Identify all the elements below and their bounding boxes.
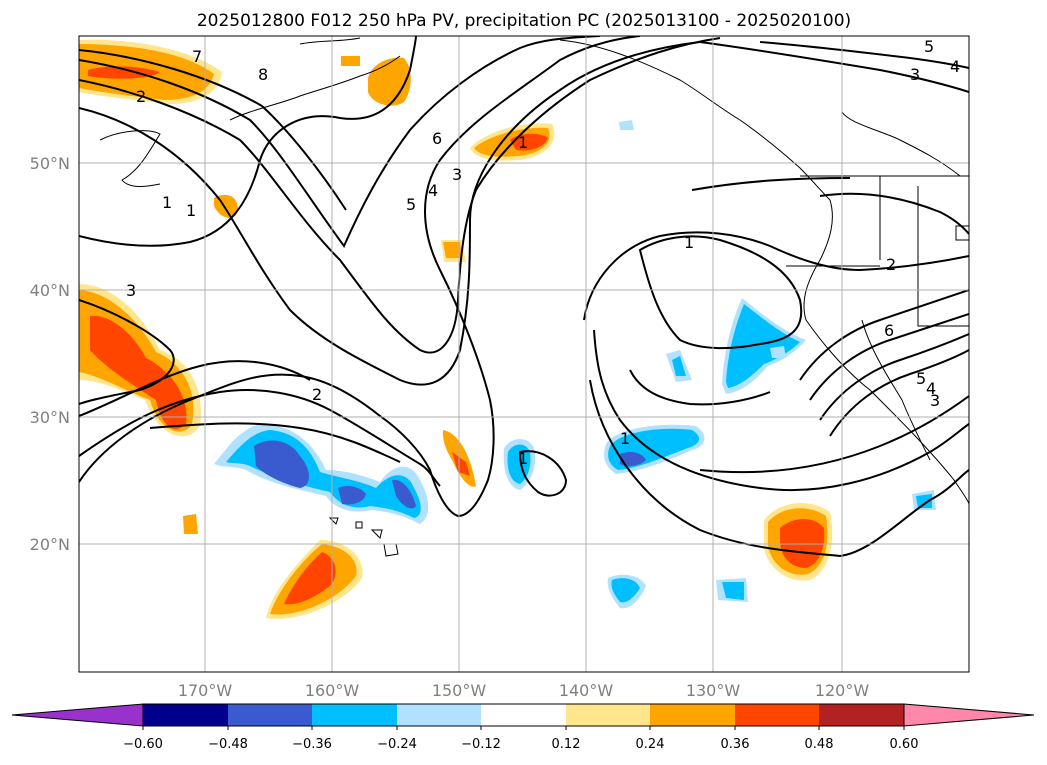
contour-label: 3 (126, 281, 136, 300)
colorbar-tick: 0.36 (721, 737, 750, 752)
lon-tick: 140°W (559, 681, 614, 700)
colorbar-tick: 0.60 (890, 737, 919, 752)
colorbar-segment (481, 704, 566, 726)
contour-label: 1 (518, 133, 528, 152)
contour-label: 3 (930, 391, 940, 410)
colorbar-tick: −0.36 (292, 737, 332, 752)
contour-label: 1 (684, 233, 694, 252)
contour-label: 1 (518, 449, 528, 468)
contour-label: 7 (192, 47, 202, 66)
colorbar: −0.60 −0.48 −0.36 −0.24 −0.12 0.12 0.24 … (12, 704, 1034, 752)
contour-label: 5 (924, 37, 934, 56)
contour-label: 2 (886, 255, 896, 274)
contour-label: 3 (910, 65, 920, 84)
lat-tick: 40°N (30, 281, 70, 300)
contour-label: 3 (452, 165, 462, 184)
contour-label: 1 (162, 193, 172, 212)
contour-label: 5 (406, 195, 416, 214)
colorbar-segment (312, 704, 397, 726)
contour-label: 1 (186, 201, 196, 220)
contour-label: 5 (916, 369, 926, 388)
lat-tick: 20°N (30, 535, 70, 554)
colorbar-low-extension (12, 704, 143, 726)
colorbar-segment (228, 704, 312, 726)
contour-label: 2 (136, 87, 146, 106)
map-panel: 7 8 2 1 3 6 5 4 3 1 2 1 1 1 1 5 4 3 2 6 … (79, 36, 969, 672)
contour-label: 1 (620, 429, 630, 448)
contour-label: 6 (432, 129, 442, 148)
colorbar-segment (143, 704, 228, 726)
lon-tick: 160°W (305, 681, 360, 700)
colorbar-high-extension (904, 704, 1034, 726)
map-title: 2025012800 F012 250 hPa PV, precipitatio… (197, 11, 851, 31)
lon-tick: 130°W (686, 681, 741, 700)
colorbar-segment (819, 704, 904, 726)
contour-label: 6 (884, 321, 894, 340)
lon-tick: 120°W (815, 681, 870, 700)
contour-label: 2 (312, 385, 322, 404)
lat-tick: 30°N (30, 408, 70, 427)
contour-label: 4 (428, 181, 438, 200)
colorbar-tick: 0.48 (805, 737, 834, 752)
colorbar-segment (566, 704, 650, 726)
colorbar-tick: −0.48 (208, 737, 248, 752)
contour-label: 8 (258, 65, 268, 84)
colorbar-segment (650, 704, 735, 726)
contour-label: 4 (950, 57, 960, 76)
lat-tick: 50°N (30, 154, 70, 173)
colorbar-tick: −0.12 (461, 737, 501, 752)
colorbar-segment (735, 704, 819, 726)
lon-tick: 170°W (178, 681, 233, 700)
lon-axis: 170°W 160°W 150°W 140°W 130°W 120°W (178, 681, 870, 700)
colorbar-tick: 0.12 (552, 737, 581, 752)
lon-tick: 150°W (432, 681, 487, 700)
colorbar-segment (397, 704, 481, 726)
lat-axis: 50°N 40°N 30°N 20°N (30, 154, 70, 554)
colorbar-tick: −0.60 (123, 737, 163, 752)
colorbar-tick: −0.24 (377, 737, 417, 752)
colorbar-tick: 0.24 (636, 737, 665, 752)
